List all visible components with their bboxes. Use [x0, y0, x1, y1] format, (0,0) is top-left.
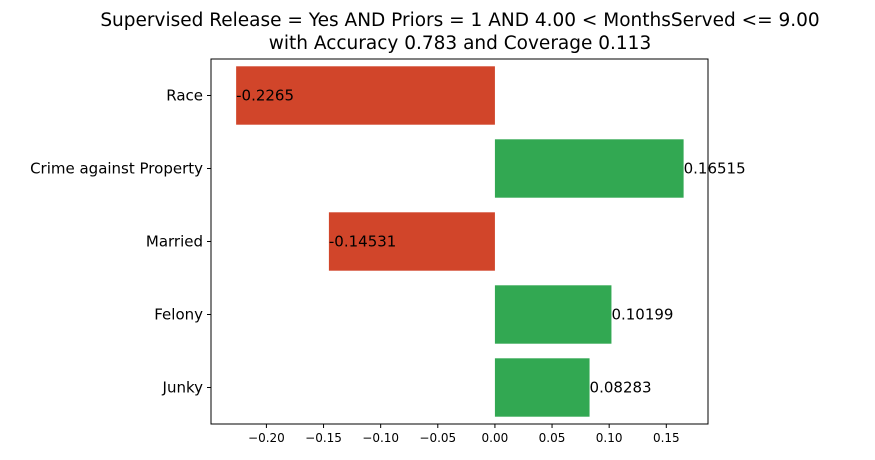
plot-area: -0.2265 Race 0.16515 Crime against Property…	[30, 58, 746, 445]
x-tick-label-6: 0.10	[596, 431, 623, 445]
category-label-4: Junky	[162, 379, 204, 397]
category-label-1: Crime against Property	[30, 160, 203, 178]
data-label-4: 0.08283	[590, 379, 652, 397]
plot-frame	[210, 58, 709, 425]
x-tick-label-3: −0.05	[419, 431, 456, 445]
data-label-3: 0.10199	[611, 306, 673, 324]
bar-2	[328, 212, 495, 271]
bar-1	[494, 139, 684, 198]
chart-title-line-2: with Accuracy 0.783 and Coverage 0.113	[269, 33, 651, 54]
x-tick-label-7: 0.15	[653, 431, 680, 445]
chart-title-line-1: Supervised Release = Yes AND Priors = 1 …	[100, 10, 819, 31]
x-tick-label-2: −0.10	[362, 431, 399, 445]
bar-4	[494, 358, 590, 417]
category-label-0: Race	[166, 87, 203, 105]
x-tick-label-5: 0.05	[539, 431, 566, 445]
data-label-0: -0.2265	[236, 87, 294, 105]
x-tick-label-1: −0.15	[305, 431, 342, 445]
data-label-1: 0.16515	[684, 160, 746, 178]
x-tick-label-0: −0.20	[248, 431, 285, 445]
category-label-2: Married	[146, 233, 203, 251]
data-label-2: -0.14531	[329, 233, 396, 251]
bar-3	[494, 285, 612, 344]
category-label-3: Felony	[154, 306, 203, 324]
bar-0	[236, 66, 495, 125]
x-tick-label-4: 0.00	[482, 431, 509, 445]
